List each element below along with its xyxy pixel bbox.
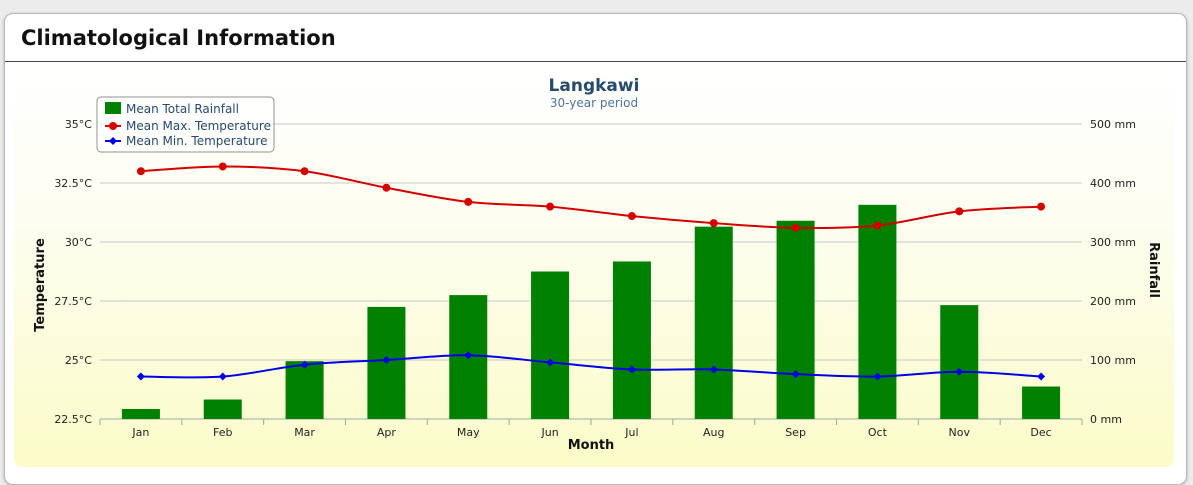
x-tick-label: Jun <box>540 426 558 439</box>
min-temp-point <box>300 360 309 369</box>
y-right-tick-label: 0 mm <box>1090 413 1122 426</box>
y-right-tick-label: 400 mm <box>1090 177 1136 190</box>
x-tick-label: Feb <box>213 426 232 439</box>
rainfall-bar <box>285 361 324 419</box>
y-left-tick-label: 30°C <box>65 236 92 249</box>
chart-area: Langkawi 30-year period 22.5°C 25°C 27.5°C… <box>14 63 1174 467</box>
min-temp-point <box>627 365 636 374</box>
y-right-tick-label: 200 mm <box>1090 295 1136 308</box>
min-temp-point <box>873 372 882 381</box>
min-temp-point <box>1037 372 1046 381</box>
x-tick-label: Jan <box>131 426 149 439</box>
min-temp-point <box>464 351 473 360</box>
min-temp-point <box>955 367 964 376</box>
rainfall-bar <box>776 220 815 419</box>
max-temp-point <box>873 221 882 230</box>
min-temp-point <box>136 372 145 381</box>
x-tick-label: Apr <box>377 426 397 439</box>
y-left-tick-label: 35°C <box>65 118 92 131</box>
x-tick-label: Sep <box>785 426 806 439</box>
max-temp-point <box>955 207 964 216</box>
legend-box <box>96 96 275 153</box>
y-axis-left-title: Temperature <box>33 238 48 332</box>
max-temp-point <box>218 162 227 171</box>
min-temp-point <box>218 372 227 381</box>
y-left-tick-label: 32.5°C <box>54 177 92 190</box>
x-tick-label: May <box>457 426 480 439</box>
max-temp-point <box>709 219 718 228</box>
y-axis-right-title: Rainfall <box>1146 242 1161 298</box>
legend-min-temp-label: Mean Min. Temperature <box>126 134 267 148</box>
legend-max-temp-label: Mean Max. Temperature <box>126 119 271 133</box>
rainfall-bar <box>612 261 651 419</box>
x-tick-label: Aug <box>703 426 724 439</box>
y-left-tick-label: 22.5°C <box>54 413 92 426</box>
max-temp-point <box>464 197 473 206</box>
min-temp-point <box>709 365 718 374</box>
max-temp-point <box>136 167 145 176</box>
min-temp-point <box>791 370 800 379</box>
legend-max-temp-marker <box>109 122 117 130</box>
rainfall-bar <box>203 399 242 419</box>
min-temp-point <box>382 356 391 364</box>
rainfall-bar <box>694 226 733 419</box>
max-temp-point <box>300 167 309 176</box>
panel-title: Climatological Information <box>21 25 336 50</box>
max-temp-point <box>627 212 636 221</box>
max-temp-line <box>140 165 1042 230</box>
x-tick-label: Jul <box>624 426 638 439</box>
y-right-tick-label: 100 mm <box>1090 354 1136 367</box>
rainfall-bar <box>531 271 570 419</box>
max-temp-point <box>546 202 555 211</box>
y-right-tick-label: 500 mm <box>1090 118 1136 131</box>
y-right-tick-label: 300 mm <box>1090 236 1136 249</box>
max-temp-point <box>791 223 800 232</box>
climate-chart: Langkawi 30-year period 22.5°C 25°C 27.5°C… <box>33 76 1161 453</box>
rainfall-bar <box>858 204 897 419</box>
x-tick-label: Mar <box>294 426 315 439</box>
max-temp-point <box>382 183 391 192</box>
min-temp-line <box>140 354 1042 379</box>
chart-title: Langkawi <box>549 76 640 96</box>
x-tick-label: Dec <box>1030 426 1051 439</box>
legend-rainfall-label: Mean Total Rainfall <box>126 102 239 116</box>
min-temp-point <box>546 358 555 367</box>
max-temp-point <box>1037 202 1046 211</box>
x-tick-label: Oct <box>868 426 888 439</box>
panel-header: Climatological Information <box>5 14 1186 62</box>
rainfall-bar <box>121 408 160 419</box>
rainfall-bar <box>940 305 979 419</box>
legend-min-temp-marker <box>109 137 117 145</box>
legend-rainfall-swatch <box>105 102 121 114</box>
rainfall-bar <box>1022 386 1061 419</box>
y-left-tick-label: 25°C <box>65 354 92 367</box>
x-tick-label: Nov <box>949 426 971 439</box>
chart-subtitle: 30-year period <box>550 96 638 110</box>
legend: Mean Total Rainfall Mean Max. Temperatur… <box>96 96 275 153</box>
y-left-tick-label: 27.5°C <box>54 295 92 308</box>
x-axis-title: Month <box>568 438 615 453</box>
